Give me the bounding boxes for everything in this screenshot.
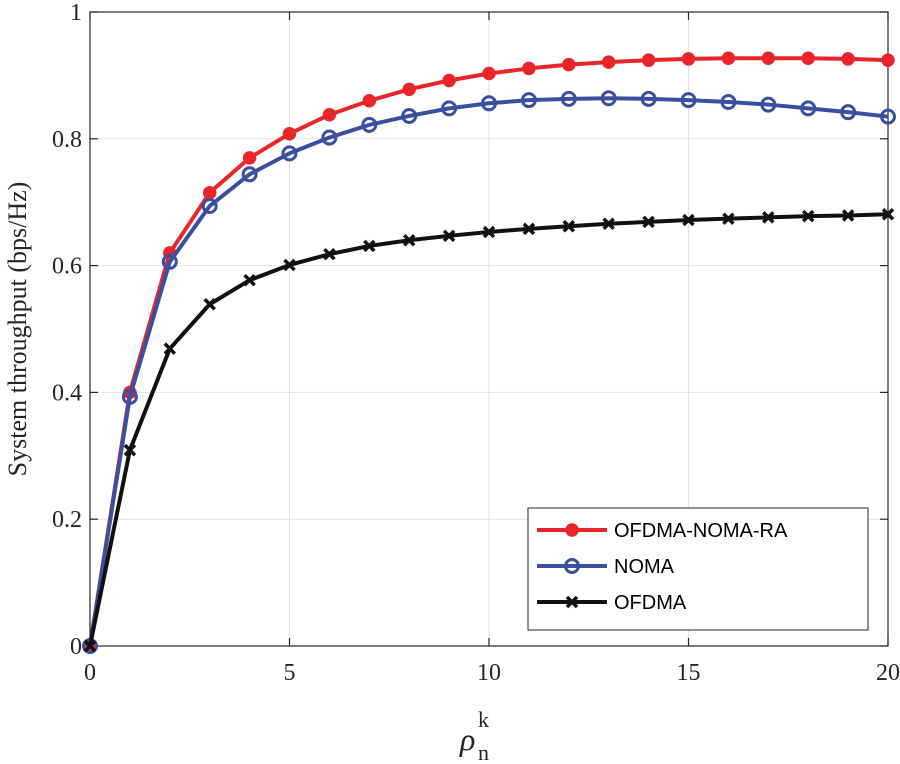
x-axis-title-symbol: ρ [459, 721, 475, 757]
y-axis-title: System throughput (bps/Hz) [3, 182, 32, 477]
data-point-ofdma-noma-ra [323, 109, 335, 121]
y-tick-label: 0.4 [52, 380, 82, 406]
y-tick-label: 0.8 [52, 127, 82, 153]
data-point-ofdma-noma-ra [403, 83, 415, 95]
data-point-ofdma-noma-ra [762, 52, 774, 64]
legend-label-ofdma-noma-ra: OFDMA-NOMA-RA [614, 520, 788, 542]
data-point-ofdma-noma-ra [722, 52, 734, 64]
x-tick-label: 0 [84, 660, 96, 686]
legend-marker-ofdma-noma-ra [566, 524, 578, 536]
data-point-ofdma-noma-ra [284, 128, 296, 140]
x-axis-title-subscript: n [478, 740, 489, 764]
data-point-ofdma-noma-ra [802, 52, 814, 64]
x-tick-label: 5 [284, 660, 296, 686]
data-point-ofdma-noma-ra [842, 53, 854, 65]
data-point-ofdma-noma-ra [643, 54, 655, 66]
data-point-ofdma-noma-ra [683, 53, 695, 65]
data-point-ofdma-noma-ra [563, 59, 575, 71]
data-point-ofdma-noma-ra [882, 54, 894, 66]
legend: OFDMA-NOMA-RA NOMA OFDMA [528, 508, 868, 630]
data-point-ofdma-noma-ra [523, 62, 535, 74]
y-tick-label: 0.6 [52, 254, 82, 280]
x-tick-label: 20 [876, 660, 900, 686]
data-point-ofdma-noma-ra [204, 187, 216, 199]
legend-label-ofdma: OFDMA [614, 592, 687, 614]
data-point-ofdma-noma-ra [363, 95, 375, 107]
x-axis-title-superscript: k [478, 707, 489, 732]
x-tick-label: 10 [477, 660, 501, 686]
y-tick-label: 0 [70, 634, 82, 660]
x-tick-label: 15 [677, 660, 701, 686]
legend-label-noma: NOMA [614, 556, 675, 578]
data-point-ofdma-noma-ra [244, 152, 256, 164]
x-axis-title: ρ k n [459, 707, 489, 764]
data-point-ofdma-noma-ra [603, 56, 615, 68]
y-tick-label: 1 [70, 0, 82, 26]
y-tick-label: 0.2 [52, 507, 82, 533]
data-point-ofdma-noma-ra [483, 67, 495, 79]
data-point-ofdma-noma-ra [443, 74, 455, 86]
throughput-chart: 0 5 10 15 20 0 0.2 0.4 0.6 0.8 1 System throughput… [0, 0, 900, 764]
